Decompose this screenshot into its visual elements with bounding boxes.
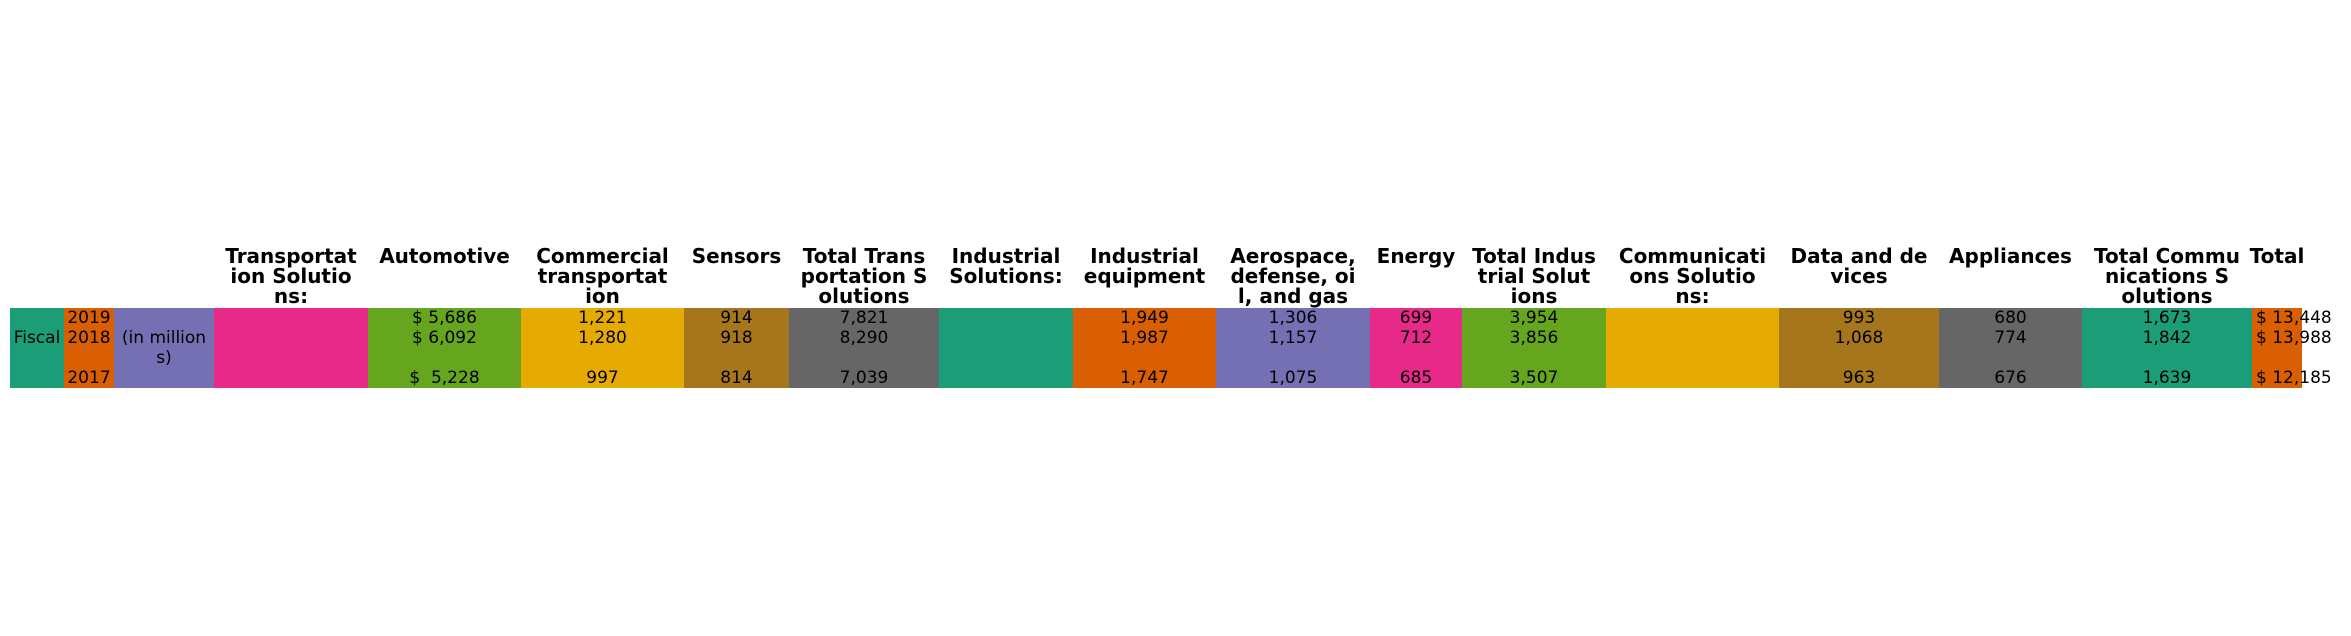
cell-value: 1,842	[2142, 328, 2192, 348]
cell-value: 963	[1842, 368, 1876, 388]
column-header: Data and de vices	[1790, 244, 1928, 288]
table-cell: 1,221 1,280 997	[521, 308, 684, 388]
cell-value: 918	[720, 328, 753, 348]
column-header: Transportat ion Solutio ns:	[225, 244, 357, 308]
cell-value: $ 5,686	[412, 308, 477, 328]
cell-value: $ 13,448	[2256, 308, 2332, 328]
table-cell: $ 5,686 $ 6,092 $ 5,228	[368, 308, 521, 388]
cell-value: 774	[1994, 328, 2027, 348]
year-label: 2018	[67, 328, 111, 348]
table-cell	[214, 308, 368, 388]
cell-value: 8,290	[839, 328, 889, 348]
table-cell: 3,954 3,856 3,507	[1462, 308, 1606, 388]
column-header: Sensors	[691, 244, 782, 268]
cell-value: 7,039	[839, 368, 889, 388]
table-cell: $ 13,448 $ 13,988 $ 12,185	[2252, 308, 2332, 388]
column-header: Communicati ons Solutio ns:	[1618, 244, 1767, 308]
table-cell: 993 1,068 963	[1779, 308, 1939, 388]
cell-value: 1,673	[2142, 308, 2192, 328]
cell-value: 1,157	[1268, 328, 1318, 348]
cell-value: 997	[586, 368, 619, 388]
table-cell: 914 918 814	[684, 308, 789, 388]
cell-value: 914	[720, 308, 753, 328]
column-header: Energy	[1376, 244, 1456, 268]
cell-value: 814	[720, 368, 753, 388]
year-cell: 2019 2018 2017	[64, 308, 114, 388]
cell-value: 1,075	[1268, 368, 1318, 388]
table-cell	[939, 308, 1073, 388]
year-label: 2017	[67, 368, 111, 388]
cell-value: 1,639	[2142, 368, 2192, 388]
cell-value: 685	[1399, 368, 1433, 388]
cell-value: 3,507	[1509, 368, 1559, 388]
table-cell: 1,306 1,157 1,075	[1216, 308, 1370, 388]
unit-label: (in million s)	[121, 328, 207, 368]
cell-value: 1,949	[1120, 308, 1169, 328]
column-header: Industrial equipment	[1083, 244, 1206, 288]
column-header: Aerospace, defense, oi l, and gas	[1230, 244, 1356, 308]
column-header: Total Commu nications S olutions	[2094, 244, 2240, 308]
column-header: Total Trans portation S olutions	[800, 244, 928, 308]
cell-value: 1,280	[578, 328, 627, 348]
cell-value: 1,306	[1268, 308, 1318, 328]
column-header: Appliances	[1949, 244, 2072, 268]
cell-value: $ 5,228	[409, 368, 480, 388]
column-header: Industrial Solutions:	[949, 244, 1063, 288]
cell-value: 3,954	[1509, 308, 1559, 328]
cell-value: $ 12,185	[2256, 368, 2332, 388]
cell-value: 1,987	[1120, 328, 1169, 348]
table-cell: 680 774 676	[1939, 308, 2082, 388]
cell-value: 7,821	[839, 308, 889, 328]
cell-value: 1,221	[578, 308, 627, 328]
table-cell	[1606, 308, 1779, 388]
table-cell: 1,673 1,842 1,639	[2082, 308, 2252, 388]
unit-cell: (in million s)	[114, 308, 214, 388]
year-label: 2019	[67, 308, 111, 328]
fiscal-label: Fiscal	[13, 328, 61, 348]
table-cell: 1,949 1,987 1,747	[1073, 308, 1216, 388]
table-cell: 699 712 685	[1370, 308, 1462, 388]
cell-value: 1,068	[1834, 328, 1884, 348]
cell-value: 680	[1994, 308, 2027, 328]
column-header: Commercial transportat ion	[536, 244, 669, 308]
column-header: Automotive	[379, 244, 510, 268]
cell-value: 712	[1399, 328, 1433, 348]
cell-value: 3,856	[1509, 328, 1559, 348]
cell-value: $ 6,092	[412, 328, 477, 348]
column-header: Total Indus trial Solut ions	[1472, 244, 1596, 308]
cell-value: 699	[1399, 308, 1433, 328]
table-cell: 7,821 8,290 7,039	[789, 308, 939, 388]
cell-value: 676	[1994, 368, 2027, 388]
column-header: Total	[2249, 244, 2305, 268]
cell-value: 993	[1842, 308, 1876, 328]
cell-value: 1,747	[1120, 368, 1169, 388]
row-label-cell: Fiscal	[10, 308, 64, 388]
cell-value: $ 13,988	[2256, 328, 2332, 348]
